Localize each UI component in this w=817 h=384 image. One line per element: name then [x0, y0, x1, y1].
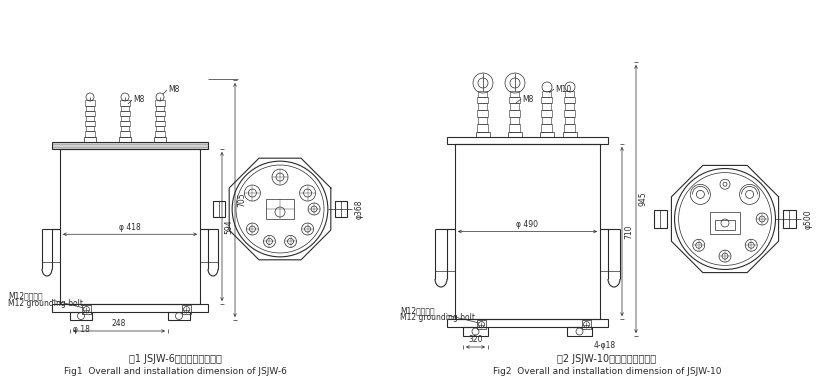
Bar — [52, 304, 208, 312]
Bar — [565, 91, 574, 97]
Bar — [565, 117, 574, 124]
Text: 320: 320 — [468, 336, 483, 344]
Text: φ 18: φ 18 — [73, 325, 90, 334]
Bar — [477, 97, 489, 103]
Bar — [565, 97, 575, 103]
Bar — [511, 117, 520, 124]
Bar — [477, 320, 486, 329]
Bar — [654, 210, 667, 228]
Bar — [86, 106, 94, 111]
Bar — [710, 212, 740, 234]
Bar — [85, 100, 95, 106]
Bar — [565, 103, 574, 110]
Bar — [120, 100, 130, 106]
Text: φ368: φ368 — [355, 199, 364, 219]
Bar — [155, 121, 165, 126]
Bar — [85, 131, 95, 137]
Bar — [510, 110, 520, 117]
Text: M8: M8 — [133, 96, 145, 104]
Bar — [511, 103, 520, 110]
Bar — [82, 305, 91, 314]
Text: M12 grounding bolt: M12 grounding bolt — [8, 298, 83, 308]
Text: φ 490: φ 490 — [516, 220, 538, 229]
Bar — [567, 327, 592, 336]
Bar — [156, 116, 164, 121]
Bar — [155, 131, 165, 137]
Bar — [168, 312, 190, 320]
Text: 图1 JSJW-6外型及安装尺寸图: 图1 JSJW-6外型及安装尺寸图 — [128, 354, 221, 364]
Bar — [563, 132, 577, 137]
Bar — [156, 126, 164, 131]
Bar — [542, 103, 551, 110]
Bar — [542, 97, 552, 103]
Bar — [120, 131, 130, 137]
Bar — [266, 199, 294, 219]
Bar — [121, 126, 129, 131]
Bar — [542, 110, 552, 117]
Bar — [120, 111, 130, 116]
Bar — [783, 210, 796, 228]
Bar — [479, 91, 488, 97]
Bar — [121, 106, 129, 111]
Bar — [447, 137, 608, 144]
Bar — [715, 220, 735, 230]
Bar — [463, 327, 488, 336]
Bar — [542, 91, 551, 97]
Bar — [510, 124, 520, 132]
Bar — [119, 137, 131, 142]
Text: M12接地螺栓: M12接地螺栓 — [400, 306, 435, 316]
Bar — [182, 305, 191, 314]
Text: Fig1  Overall and installation dimension of JSJW-6: Fig1 Overall and installation dimension … — [64, 367, 287, 376]
Bar — [479, 103, 488, 110]
Bar — [156, 106, 164, 111]
Bar — [213, 201, 225, 217]
Bar — [476, 132, 490, 137]
Text: M10: M10 — [555, 84, 571, 93]
Bar — [542, 117, 551, 124]
Bar — [85, 111, 95, 116]
Bar — [86, 116, 94, 121]
Bar — [52, 142, 208, 149]
Text: M8: M8 — [522, 94, 534, 104]
Bar — [455, 144, 600, 319]
Text: 图2 JSJW-10外型及安装尺寸图: 图2 JSJW-10外型及安装尺寸图 — [557, 354, 657, 364]
Text: M12接地螺栓: M12接地螺栓 — [8, 291, 42, 301]
Bar — [565, 124, 575, 132]
Text: M12 grounding bolt: M12 grounding bolt — [400, 313, 475, 323]
Bar — [542, 124, 552, 132]
Bar — [479, 117, 488, 124]
Bar — [582, 320, 591, 329]
Bar — [155, 100, 165, 106]
Text: φ 418: φ 418 — [119, 223, 141, 232]
Bar — [477, 110, 489, 117]
Text: 4-φ18: 4-φ18 — [593, 341, 616, 350]
Bar — [85, 121, 95, 126]
Bar — [477, 124, 489, 132]
Bar — [120, 121, 130, 126]
Bar — [335, 201, 347, 217]
Bar — [154, 137, 166, 142]
Text: 248: 248 — [112, 319, 126, 328]
Text: 945: 945 — [639, 192, 648, 206]
Bar — [508, 132, 522, 137]
Bar — [121, 116, 129, 121]
Text: 594: 594 — [225, 219, 234, 234]
Bar — [86, 126, 94, 131]
Text: 705: 705 — [238, 193, 247, 207]
Bar — [565, 110, 575, 117]
Bar — [84, 137, 96, 142]
Bar — [510, 97, 520, 103]
Bar — [70, 312, 92, 320]
Bar — [540, 132, 554, 137]
Bar — [511, 91, 520, 97]
Text: φ500: φ500 — [804, 209, 813, 229]
Bar — [155, 111, 165, 116]
Bar — [60, 149, 200, 304]
Text: Fig2  Overall and installation dimension of JSJW-10: Fig2 Overall and installation dimension … — [493, 367, 721, 376]
Text: M8: M8 — [168, 86, 180, 94]
Bar — [447, 319, 608, 327]
Text: 710: 710 — [624, 224, 633, 239]
